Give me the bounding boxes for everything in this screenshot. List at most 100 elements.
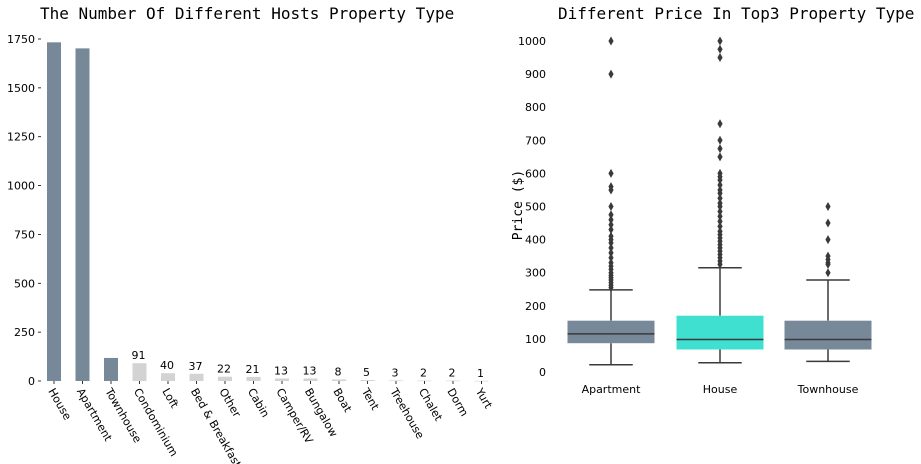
box-chart-title: Different Price In Top3 Property Type [558,4,914,23]
data-label: 5 [363,366,370,379]
outlier-point [825,202,831,211]
outlier-point [717,185,723,195]
data-label: 8 [335,365,342,378]
x-tick-label: Boat [330,386,354,415]
outlier-point [608,202,614,211]
data-label: 13 [274,364,288,377]
x-tick-label: Apartment [582,383,642,396]
y-tick-label: 750 [14,228,35,241]
box-house [676,315,764,350]
x-tick-label: Yurt [472,385,495,411]
bar-boat [332,379,346,381]
box-townhouse [784,320,872,350]
outlier-point [825,268,831,278]
outlier-point [608,258,614,268]
data-label: 21 [246,363,260,376]
outlier-point [717,135,723,145]
outlier-point [717,180,723,190]
x-tick-label: Other [216,386,243,420]
data-label: 3 [392,366,399,379]
y-tick-label: 800 [525,101,546,114]
y-tick-label: 700 [525,134,546,147]
outlier-point [608,220,614,230]
y-tick-label: 1000 [7,180,35,193]
bar-condominium [132,363,147,381]
x-tick-label: Dorm [444,386,470,419]
outlier-point [608,182,614,192]
y-tick-label: 1500 [7,82,35,95]
y-tick-label: 0 [539,366,546,379]
data-label: 22 [217,363,231,376]
bar-chart-bars [47,42,489,382]
bar-bungalow [303,378,318,381]
y-tick-label: 1750 [7,33,35,46]
x-tick-label: House [45,386,74,423]
outlier-point [717,211,723,221]
box-chart-y-label: Price ($) [511,170,526,240]
data-label: 37 [189,360,203,373]
outlier-point [608,215,614,225]
outlier-point [608,36,614,46]
outlier-point [717,198,723,208]
outlier-point [717,206,723,216]
outlier-point [717,144,723,154]
box-chart-x-axis: Apartment House Townhouse [582,383,859,396]
outlier-point [608,248,614,258]
outlier-point [717,216,723,226]
bar-dorm [446,380,460,382]
bar-other [218,376,232,381]
box-chart-boxes [567,36,872,366]
x-tick-label: Tent [358,385,382,413]
y-tick-label: 600 [525,167,546,180]
outlier-point [608,231,614,241]
outlier-point [608,168,614,178]
data-label: 13 [303,364,317,377]
data-label: 1 [477,367,484,380]
y-tick-label: 500 [525,201,546,214]
outlier-point [608,243,614,253]
outlier-point [608,225,614,235]
box-apartment [567,320,655,344]
outlier-point [825,235,831,245]
y-tick-label: 200 [525,300,546,313]
data-label: 91 [132,349,146,362]
y-tick-label: 500 [14,277,35,290]
outlier-point [717,152,723,162]
outlier-point [825,218,831,228]
box-chart-y-axis: 0 100 200 300 400 500 600 700 800 900 1000 [518,35,546,379]
x-tick-label: Townhouse [797,383,859,396]
outlier-point [608,210,614,220]
y-tick-label: 900 [525,68,546,81]
bar-house [47,42,61,381]
y-tick-label: 0 [28,375,35,388]
bar-treehouse [389,380,403,382]
bar-camper-rv [275,378,289,381]
bar-apartment [75,48,90,381]
bar-chalet [417,380,432,382]
x-tick-label: Cabin [245,386,272,420]
x-tick-label: House [703,383,738,396]
outlier-point [608,253,614,263]
y-tick-label: 400 [525,234,546,247]
box-chart-price: Different Price In Top3 Property Type Pr… [511,4,914,396]
outlier-point [825,251,831,261]
outlier-point [717,119,723,129]
outlier-point [717,44,723,54]
outlier-point [717,36,723,46]
bar-townhouse [104,357,118,381]
x-tick-label: Loft [159,386,181,411]
y-tick-label: 1250 [7,131,35,144]
outlier-point [717,193,723,203]
bar-chart-y-axis: 0 250 500 750 1000 1250 1500 1750 [7,33,41,388]
bar-loft [161,373,175,381]
y-tick-label: 250 [14,326,35,339]
data-label: 2 [420,367,427,380]
bar-chart-property-types: The Number Of Different Hosts Property T… [7,4,495,464]
bar-cabin [246,376,261,381]
bar-chart-title: The Number Of Different Hosts Property T… [40,4,454,23]
y-tick-label: 300 [525,267,546,280]
outlier-point [717,168,723,178]
